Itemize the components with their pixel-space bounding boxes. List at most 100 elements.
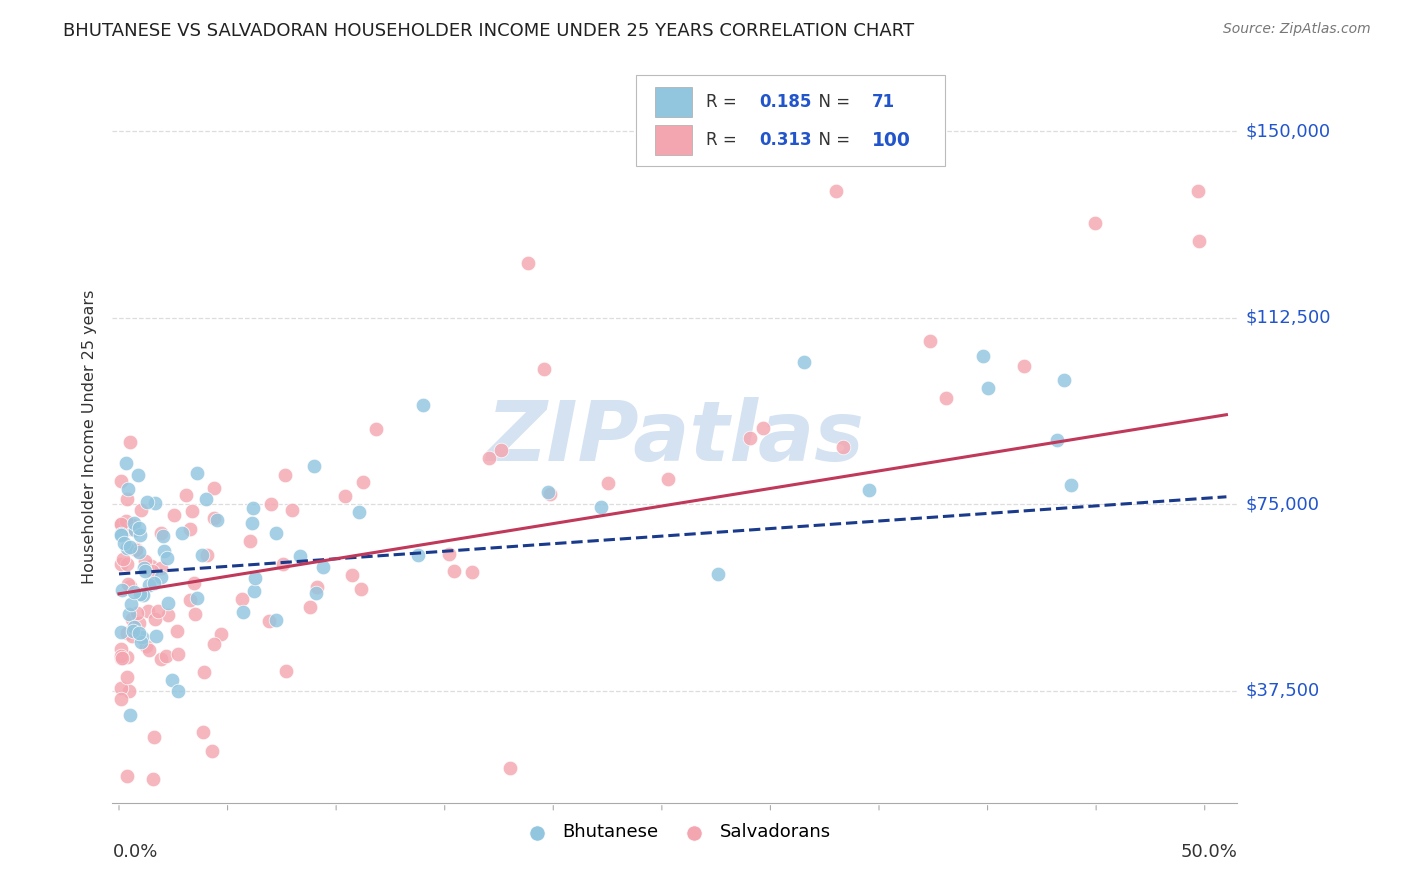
Point <box>596 476 619 491</box>
Text: $75,000: $75,000 <box>1246 495 1320 513</box>
Point <box>537 484 560 499</box>
Point <box>266 526 288 541</box>
Point <box>110 624 132 639</box>
Text: N =: N = <box>807 93 855 112</box>
Point <box>118 540 141 554</box>
Point <box>115 626 138 640</box>
Point <box>242 500 264 515</box>
Point <box>129 528 152 542</box>
Point <box>288 549 311 564</box>
Point <box>110 681 132 695</box>
Point <box>110 641 132 656</box>
Point <box>342 567 364 582</box>
Point <box>489 443 512 458</box>
Point <box>264 613 287 627</box>
Point <box>1060 478 1083 492</box>
Point <box>231 591 253 606</box>
Text: 0.313: 0.313 <box>759 131 811 149</box>
Point <box>183 576 205 591</box>
Point <box>280 502 302 516</box>
Point <box>121 629 143 643</box>
Point <box>120 522 142 536</box>
Y-axis label: Householder Income Under 25 years: Householder Income Under 25 years <box>82 290 97 584</box>
Point <box>202 510 225 524</box>
Text: R =: R = <box>706 131 742 149</box>
Point <box>299 600 322 615</box>
Point <box>167 647 190 661</box>
Bar <box>655 125 692 155</box>
Point <box>129 634 152 648</box>
Point <box>172 525 194 540</box>
Point <box>131 630 153 644</box>
Point <box>128 521 150 535</box>
Point <box>115 456 138 470</box>
Point <box>312 559 335 574</box>
Point <box>110 528 132 542</box>
Point <box>132 588 155 602</box>
Point <box>437 547 460 561</box>
Point <box>243 571 266 585</box>
Point <box>240 516 263 530</box>
Point <box>122 620 145 634</box>
Point <box>118 684 141 698</box>
Point <box>142 575 165 590</box>
Point <box>110 557 132 571</box>
Text: 0.185: 0.185 <box>759 93 811 112</box>
Point <box>239 533 262 548</box>
Point <box>110 527 132 541</box>
Point <box>257 615 280 629</box>
Bar <box>655 87 692 118</box>
Point <box>110 651 132 665</box>
Point <box>138 578 160 592</box>
Point <box>976 382 998 396</box>
Point <box>184 607 207 622</box>
Point <box>110 691 132 706</box>
Point <box>752 421 775 435</box>
Point <box>1046 434 1069 448</box>
Point <box>141 559 163 574</box>
Legend: Bhutanese, Salvadorans: Bhutanese, Salvadorans <box>512 816 838 848</box>
Point <box>128 625 150 640</box>
Point <box>125 542 148 557</box>
Point <box>125 543 148 558</box>
Text: N =: N = <box>807 131 855 149</box>
Point <box>121 517 143 532</box>
Point <box>155 648 177 663</box>
Point <box>1012 359 1035 374</box>
Point <box>166 624 188 638</box>
Point <box>153 544 176 558</box>
Point <box>150 652 173 666</box>
Text: BHUTANESE VS SALVADORAN HOUSEHOLDER INCOME UNDER 25 YEARS CORRELATION CHART: BHUTANESE VS SALVADORAN HOUSEHOLDER INCO… <box>63 22 914 40</box>
Point <box>115 492 138 507</box>
Point <box>110 474 132 488</box>
Point <box>202 482 225 496</box>
Point <box>174 488 197 502</box>
Point <box>478 451 501 466</box>
Point <box>202 637 225 651</box>
Text: 0.0%: 0.0% <box>112 843 157 861</box>
Point <box>333 489 356 503</box>
Point <box>1084 216 1107 230</box>
Point <box>150 526 173 541</box>
Point <box>122 516 145 530</box>
Point <box>260 497 283 511</box>
Point <box>935 391 957 405</box>
Point <box>305 581 328 595</box>
Text: $150,000: $150,000 <box>1246 122 1330 140</box>
Point <box>134 640 156 654</box>
Point <box>110 517 132 532</box>
Text: 100: 100 <box>872 130 911 150</box>
Point <box>499 761 522 775</box>
Text: ZIPatlas: ZIPatlas <box>486 397 863 477</box>
Point <box>112 551 135 566</box>
Point <box>143 730 166 744</box>
Point <box>831 441 853 455</box>
Point <box>143 496 166 510</box>
Point <box>117 482 139 496</box>
Point <box>112 536 135 550</box>
Point <box>195 491 218 506</box>
Point <box>124 523 146 537</box>
Point <box>128 587 150 601</box>
Point <box>149 570 172 584</box>
Point <box>858 483 880 498</box>
